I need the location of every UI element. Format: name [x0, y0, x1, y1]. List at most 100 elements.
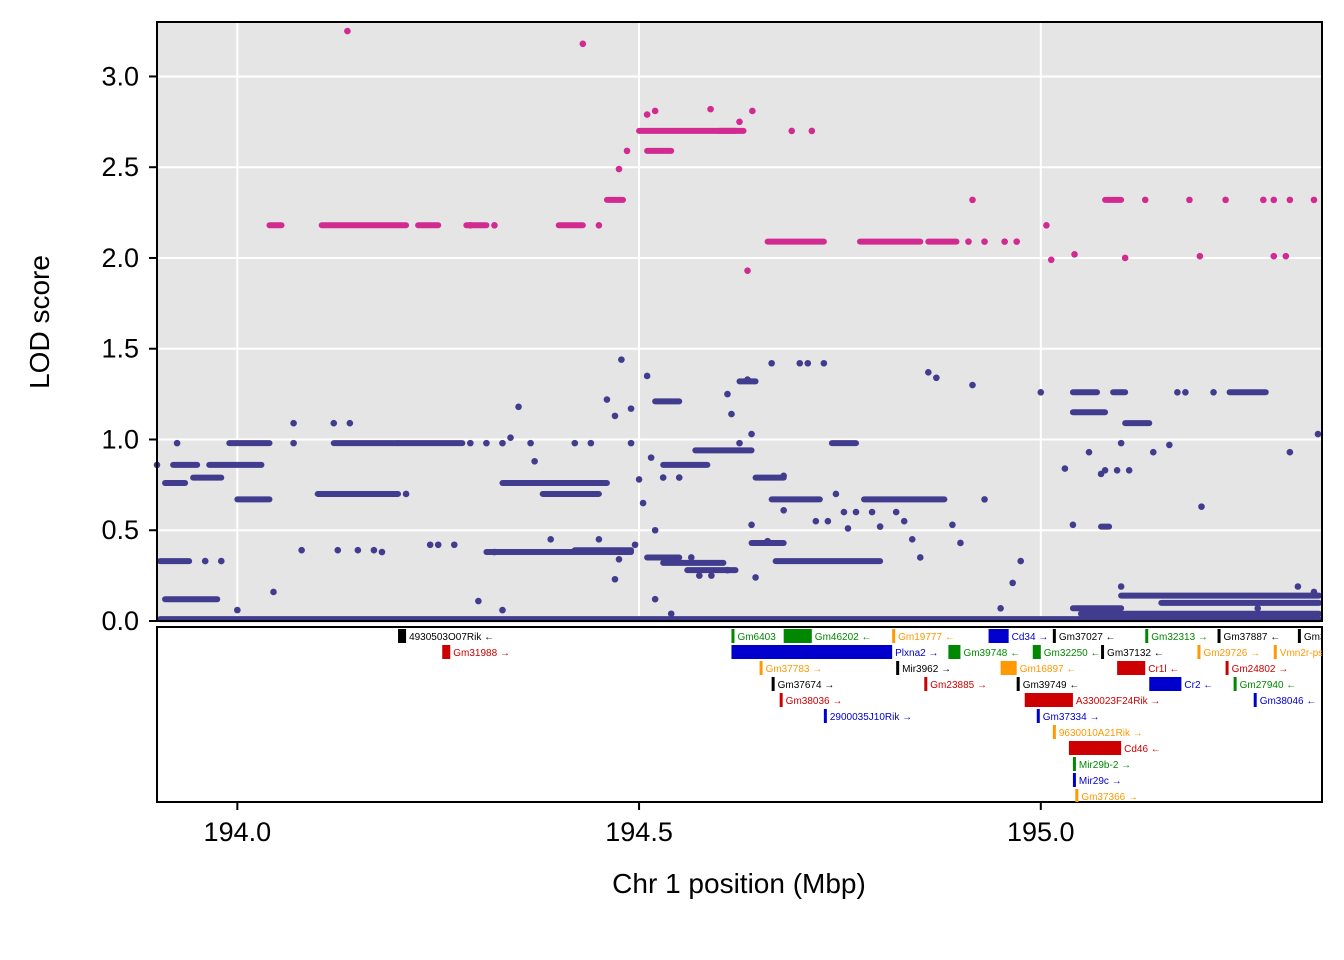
y-tick-label: 0.0 — [101, 606, 139, 636]
gene-Gm23885: Gm23885 → — [924, 677, 987, 691]
gene-box — [1024, 693, 1073, 707]
gene-box — [783, 629, 812, 643]
lod-point-run — [1069, 409, 1109, 416]
gene-box — [1197, 645, 1201, 659]
lod-point-run — [644, 147, 675, 154]
lod-point — [344, 27, 351, 35]
lod-point — [627, 405, 635, 412]
gene-strand: ← — [942, 632, 955, 643]
gene-name: Cr2 — [1184, 680, 1201, 691]
lod-point-run — [395, 440, 466, 447]
gene-name: Gm16897 — [1020, 664, 1064, 675]
lod-point-run — [828, 440, 859, 447]
lod-point — [643, 111, 651, 118]
gene-label: 9630010A21Rik → — [1059, 728, 1143, 739]
gene-box — [823, 709, 827, 723]
lod-point — [1286, 448, 1294, 456]
lod-point — [749, 107, 756, 115]
gene-label: Cd46 ← — [1124, 744, 1161, 755]
gene-box — [779, 693, 783, 707]
gene-Gm37783: Gm37783 → — [759, 661, 822, 675]
gene-label: 4930503O07Rik ← — [409, 632, 494, 643]
gene-strand: → — [938, 664, 951, 675]
gene-strand: → — [830, 696, 843, 707]
lod-point — [1314, 430, 1322, 438]
gene-Gm3: Gm3 — [1297, 629, 1326, 643]
gene-name: Gm3 — [1304, 632, 1326, 643]
gene-4930503O07Rik: 4930503O07Rik ← — [398, 629, 494, 643]
gene-label: 2900035J10Rik → — [830, 712, 912, 723]
lod-point — [651, 526, 659, 534]
lod-point-run — [1069, 389, 1101, 396]
gene-box — [731, 629, 735, 643]
gene-label: Vmn2r-ps — [1280, 648, 1323, 659]
gene-strand: → — [1148, 696, 1161, 707]
lod-point — [1061, 465, 1069, 472]
lod-point — [1037, 388, 1045, 396]
lod-point — [707, 105, 714, 113]
gene-name: Gm24802 — [1232, 664, 1276, 675]
gene-box — [892, 629, 896, 643]
gene-strand: ← — [1064, 664, 1077, 675]
lod-point — [467, 439, 474, 447]
lod-point-run — [1077, 610, 1322, 617]
lod-point — [527, 439, 534, 447]
lod-point — [667, 610, 675, 618]
lod-point-run — [772, 558, 884, 565]
gene-name: Gm46202 — [815, 632, 859, 643]
gene-label: Gm32313 → — [1151, 632, 1208, 643]
lod-point — [1254, 604, 1262, 612]
lod-point — [852, 508, 860, 516]
gene-name: Mir29c — [1079, 776, 1109, 787]
lod-point — [354, 546, 362, 554]
gene-strand: ← — [1284, 680, 1297, 691]
lod-point-run — [162, 596, 221, 603]
lod-point — [708, 572, 715, 579]
lod-point — [618, 356, 625, 363]
lod-point — [916, 554, 924, 561]
lod-point-run — [1102, 196, 1125, 203]
lod-point — [370, 546, 378, 554]
lod-point — [1085, 448, 1093, 456]
lod-point-run — [266, 222, 285, 229]
gene-name: Gm37366 — [1081, 792, 1125, 803]
gene-box — [1101, 645, 1105, 659]
lod-point — [595, 221, 603, 229]
lod-point — [1260, 196, 1267, 204]
gene-box — [1072, 757, 1076, 771]
gene-name: Gm6403 — [737, 632, 776, 643]
lod-point — [908, 536, 916, 543]
lod-point-run — [1122, 420, 1153, 427]
lod-point — [1149, 448, 1157, 456]
gene-9630010A21Rik: 9630010A21Rik → — [1052, 725, 1143, 739]
gene-strand: → — [1130, 728, 1143, 739]
lod-point — [659, 474, 667, 481]
gene-name: Gm23885 — [930, 680, 974, 691]
lod-point — [965, 238, 972, 245]
gene-box — [1273, 645, 1277, 659]
lod-point-run — [499, 480, 610, 487]
lod-point — [820, 359, 828, 367]
gene-box — [896, 661, 900, 675]
gene-Plxna2: Plxna2 → — [731, 645, 939, 659]
lod-point — [1182, 388, 1189, 396]
lod-point — [603, 396, 611, 403]
gene-label: Plxna2 → — [895, 648, 938, 659]
lod-point-run — [925, 238, 960, 245]
lod-point-run — [330, 440, 402, 447]
lod-point — [744, 267, 751, 274]
gene-name: 4930503O07Rik — [409, 632, 482, 643]
gene-name: Gm27940 — [1240, 680, 1284, 691]
x-tick-label: 195.0 — [1007, 817, 1075, 847]
lod-point — [780, 472, 787, 480]
gene-box — [398, 629, 407, 643]
lod-point-run — [660, 461, 711, 468]
gene-name: Gm39749 — [1023, 680, 1067, 691]
gene-label: Gm3 — [1304, 632, 1326, 643]
gene-box — [731, 645, 893, 659]
lod-point — [748, 521, 755, 529]
lod-point-run — [652, 398, 683, 405]
gene-box — [1233, 677, 1237, 691]
lod-point — [868, 508, 876, 516]
lod-point — [1282, 252, 1290, 260]
